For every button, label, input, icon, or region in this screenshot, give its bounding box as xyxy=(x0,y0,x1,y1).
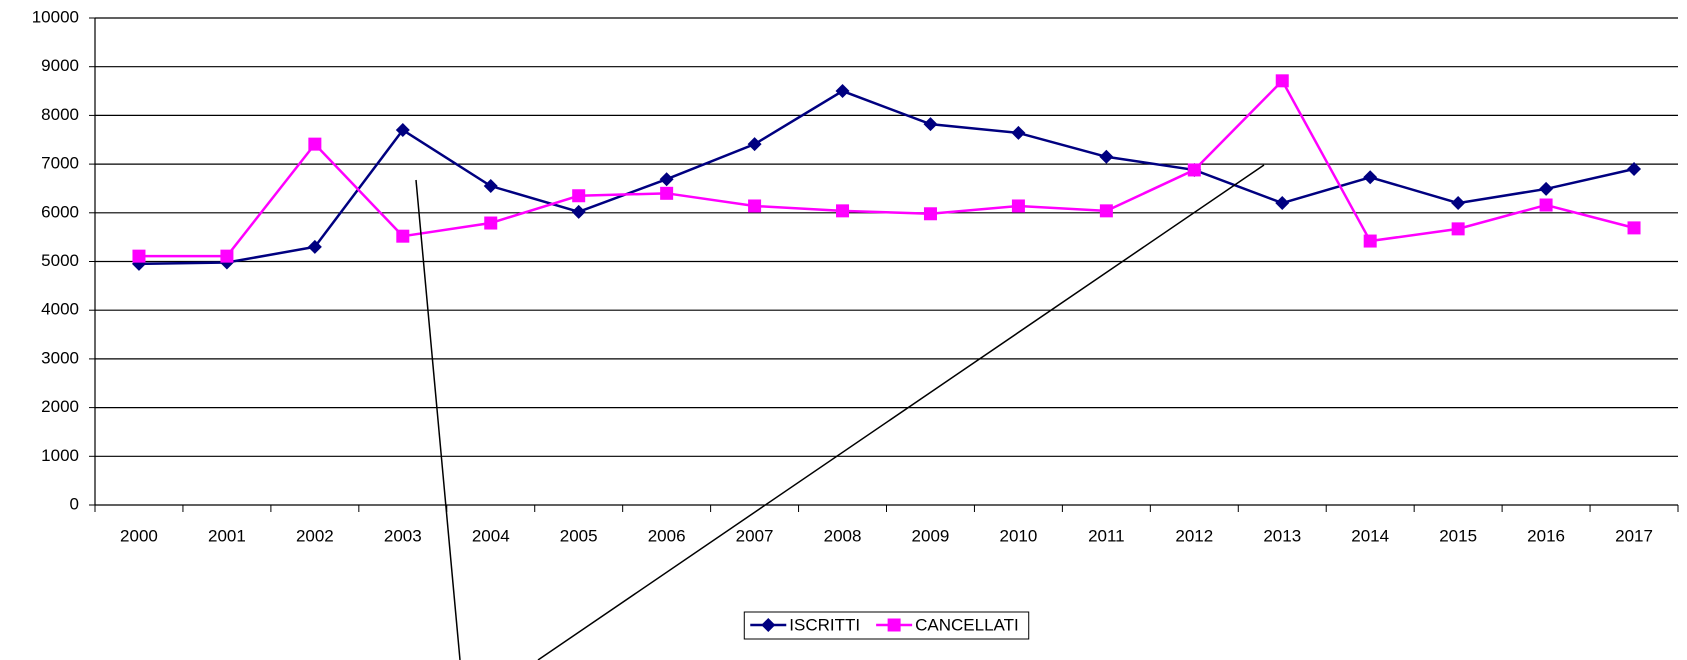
marker xyxy=(1451,196,1466,211)
marker xyxy=(747,137,762,152)
y-tick-label: 8000 xyxy=(41,105,79,124)
x-tick-label: 2016 xyxy=(1527,526,1565,545)
legend: ISCRITTI CANCELLATI xyxy=(743,611,1030,640)
y-tick-label: 2000 xyxy=(41,397,79,416)
x-tick-label: 2015 xyxy=(1439,526,1477,545)
x-tick-label: 2013 xyxy=(1263,526,1301,545)
y-tick-label: 5000 xyxy=(41,251,79,270)
y-tick-label: 0 xyxy=(70,494,79,513)
x-tick-label: 2003 xyxy=(384,526,422,545)
x-tick-label: 2001 xyxy=(208,526,246,545)
x-tick-label: 2009 xyxy=(912,526,950,545)
legend-label: ISCRITTI xyxy=(789,615,860,634)
marker xyxy=(571,204,586,219)
series-line xyxy=(138,78,1635,258)
plot: 0 1000 2000 3000 4000 5000 6000 7000 8000 9000 100… xyxy=(32,7,1679,640)
x-tick-label: 2004 xyxy=(472,526,510,545)
x-tick-label: 2010 xyxy=(1000,526,1038,545)
marker xyxy=(761,618,776,632)
marker xyxy=(1011,125,1026,140)
marker xyxy=(1187,163,1201,177)
annotation-line xyxy=(415,179,461,660)
marker xyxy=(483,179,498,194)
marker xyxy=(1275,196,1290,211)
marker xyxy=(307,239,322,254)
marker xyxy=(308,137,322,151)
x-tick-label: 2006 xyxy=(648,526,686,545)
marker xyxy=(1627,221,1641,235)
series-line xyxy=(138,89,1635,266)
marker xyxy=(1099,149,1114,164)
marker xyxy=(1275,74,1289,88)
y-tick-label: 1000 xyxy=(41,446,79,465)
marker xyxy=(132,249,146,263)
marker xyxy=(396,229,410,243)
x-tick-label: 2011 xyxy=(1088,526,1125,545)
x-tick-label: 2017 xyxy=(1615,526,1653,545)
y-tick-label: 4000 xyxy=(41,300,79,319)
marker xyxy=(1451,222,1465,236)
y-tick-label: 6000 xyxy=(41,202,79,221)
x-tick-label: 2002 xyxy=(296,526,334,545)
x-tick-label: 2008 xyxy=(824,526,862,545)
marker xyxy=(1011,199,1025,213)
marker xyxy=(484,216,498,230)
y-tick-label: 7000 xyxy=(41,154,79,173)
marker xyxy=(1627,161,1642,176)
marker xyxy=(572,189,586,203)
x-tick-label: 2005 xyxy=(560,526,598,545)
x-tick-label: 2000 xyxy=(120,526,158,545)
x-tick-label: 2007 xyxy=(736,526,774,545)
legend-item: CANCELLATI xyxy=(876,615,1019,634)
marker xyxy=(836,204,850,218)
y-tick-label: 9000 xyxy=(41,56,79,75)
annotation-line xyxy=(537,164,1265,660)
marker xyxy=(923,117,938,132)
marker xyxy=(220,249,234,263)
marker xyxy=(835,84,850,99)
legend-label: CANCELLATI xyxy=(915,615,1019,634)
marker xyxy=(1363,234,1377,248)
marker xyxy=(1539,198,1553,212)
x-tick-label: 2012 xyxy=(1175,526,1213,545)
y-tick-label: 3000 xyxy=(41,348,79,367)
marker xyxy=(1363,170,1378,185)
marker xyxy=(887,618,901,632)
marker xyxy=(395,123,410,138)
marker xyxy=(659,172,674,187)
y-tick-label: 10000 xyxy=(32,7,79,26)
marker xyxy=(923,207,937,221)
legend-item: ISCRITTI xyxy=(750,615,860,634)
marker xyxy=(1539,181,1554,196)
x-tick-label: 2014 xyxy=(1351,526,1389,545)
marker xyxy=(660,186,674,200)
marker xyxy=(748,199,762,213)
marker xyxy=(1099,204,1113,218)
